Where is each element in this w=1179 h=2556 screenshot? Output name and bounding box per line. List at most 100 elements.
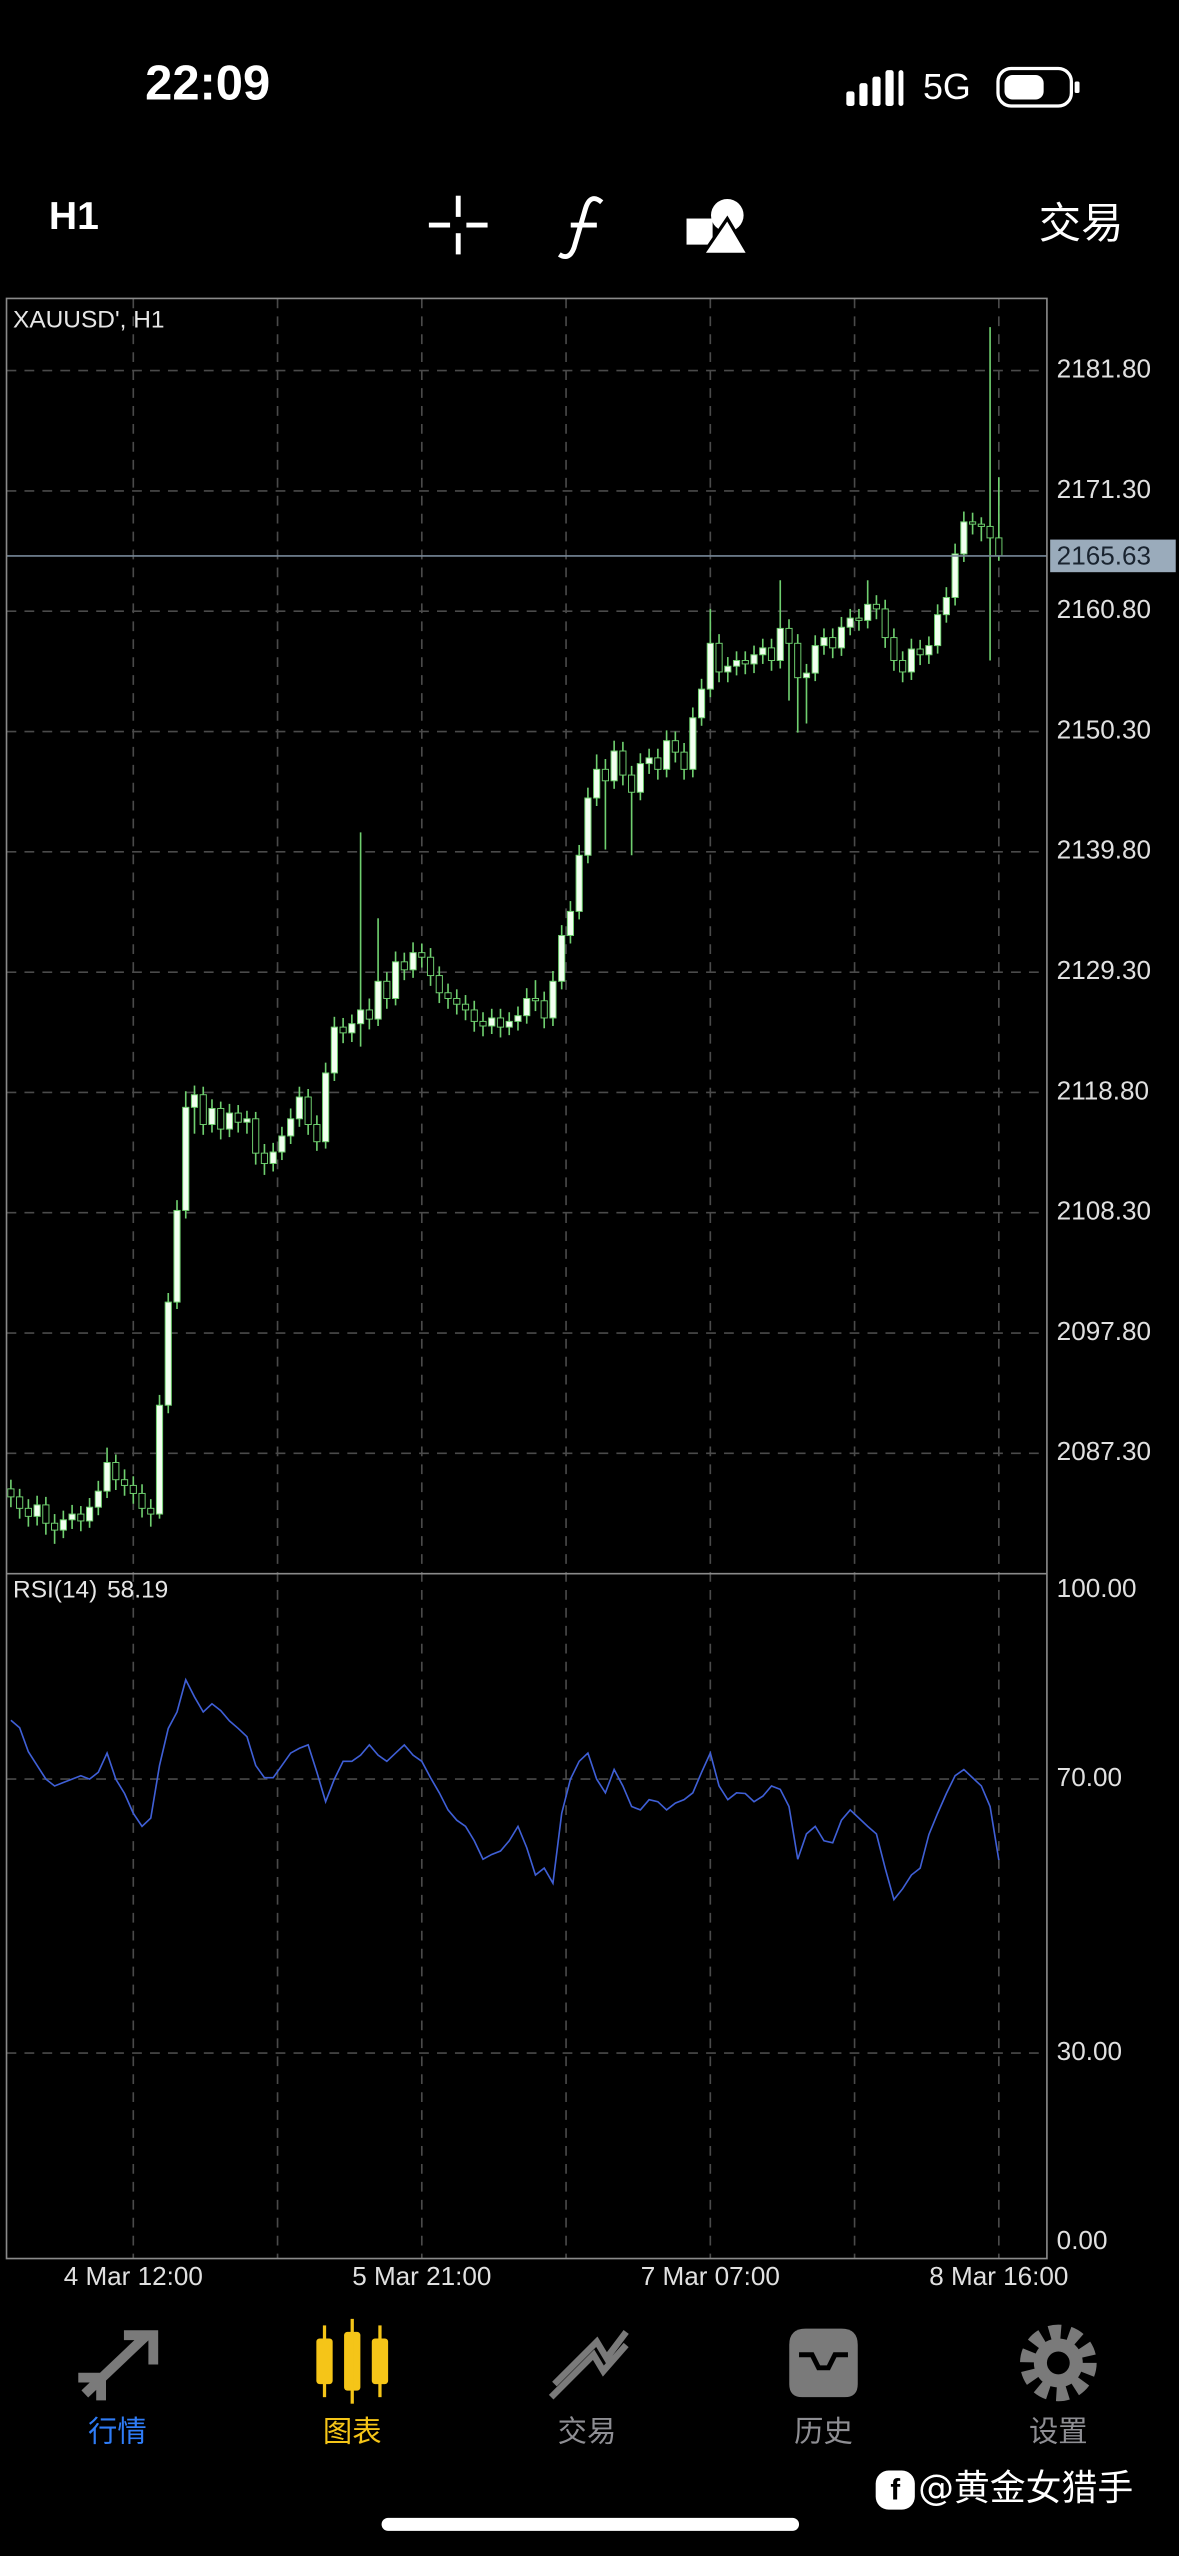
trade-button[interactable]: 交易: [1039, 199, 1124, 248]
candle-body: [750, 654, 758, 665]
candle-body: [243, 1118, 251, 1123]
nav-trade[interactable]: 交易: [548, 2329, 629, 2449]
candle-body: [706, 642, 714, 690]
crosshair-button[interactable]: [428, 195, 488, 255]
indicator-label: RSI(14) 58.19: [13, 1577, 168, 1604]
y-tick-label: 2150.30: [1057, 714, 1151, 744]
candle-body: [409, 952, 417, 971]
candle-body: [505, 1020, 513, 1028]
y-tick-label: 0.00: [1057, 2225, 1108, 2255]
candle-body: [977, 523, 985, 527]
candle-body: [24, 1507, 32, 1517]
nav-label[interactable]: 图表: [323, 2415, 382, 2449]
candle-body: [190, 1094, 199, 1108]
candle-body: [208, 1107, 216, 1126]
candle-body: [374, 980, 382, 1020]
candle-body: [566, 910, 575, 936]
y-tick-label: 2118.80: [1057, 1075, 1149, 1105]
candle-body: [794, 642, 802, 679]
candle-body: [846, 617, 854, 628]
nav-label[interactable]: 历史: [794, 2415, 853, 2449]
candle-body: [383, 980, 391, 999]
candle-body: [934, 614, 942, 647]
candle-body: [820, 637, 828, 647]
candle-body: [173, 1209, 181, 1303]
candle-body: [645, 757, 653, 765]
candle-body: [182, 1106, 190, 1211]
candle-body: [435, 975, 443, 994]
candle-body: [601, 768, 609, 782]
candle-body: [689, 717, 697, 770]
candle-body: [217, 1107, 225, 1130]
candle-body: [864, 603, 872, 621]
candle-body: [514, 1015, 522, 1022]
candle-body: [103, 1462, 111, 1492]
nav-chart[interactable]: 图表: [316, 2318, 389, 2449]
nav-label[interactable]: 设置: [1029, 2415, 1088, 2449]
candle-body: [313, 1124, 321, 1143]
candle-body: [951, 553, 959, 598]
watermark: f @黄金女猎手: [875, 2468, 1133, 2510]
candle-body: [881, 608, 889, 639]
candle-body: [269, 1151, 277, 1164]
candle-body: [593, 768, 601, 799]
signal-icon: [846, 70, 904, 107]
candle-body: [339, 1026, 347, 1034]
timeframe-button[interactable]: H1: [49, 195, 99, 238]
candle-body: [986, 525, 994, 539]
current-price-label: 2165.63: [1057, 540, 1151, 570]
candle-body: [732, 660, 741, 667]
candle-body: [479, 1020, 487, 1027]
candle-body: [234, 1112, 242, 1123]
nav-quotes[interactable]: 行情: [78, 2330, 159, 2449]
candle-body: [890, 637, 898, 661]
candle-body: [942, 596, 950, 616]
nav-label[interactable]: 交易: [558, 2415, 617, 2449]
candle-body: [776, 627, 784, 661]
chart-frame: [5, 297, 1048, 2260]
candle-body: [147, 1507, 155, 1515]
y-tick-label: 30.00: [1057, 2036, 1122, 2066]
candle-body: [418, 952, 426, 958]
y-tick-label: 2108.30: [1057, 1196, 1151, 1226]
candle-body: [357, 1009, 365, 1025]
x-tick-label: 8 Mar 16:00: [929, 2261, 1068, 2291]
candle-body: [680, 751, 688, 770]
y-tick-label: 2087.30: [1057, 1436, 1151, 1466]
candle-body: [960, 521, 968, 555]
nav-history[interactable]: 历史: [789, 2328, 858, 2449]
candle-body: [129, 1484, 137, 1494]
candle-body: [837, 626, 846, 649]
candle-body: [365, 1009, 373, 1020]
candle-body: [461, 1003, 470, 1011]
candle-body: [549, 980, 557, 1019]
candle-body: [995, 537, 1003, 557]
candle-body: [155, 1404, 164, 1515]
nav-settings[interactable]: 设置: [1020, 2324, 1097, 2449]
candle-body: [199, 1094, 207, 1126]
indicator-name: RSI(14): [13, 1577, 97, 1604]
candle-body: [619, 750, 627, 776]
candle-body: [907, 648, 915, 673]
indicators-button[interactable]: [557, 196, 604, 259]
candle-body: [531, 997, 540, 1002]
candle-body: [925, 645, 933, 656]
candle-body: [671, 740, 679, 753]
candle-body: [872, 603, 881, 610]
candle-body: [636, 763, 644, 793]
candle-body: [138, 1492, 146, 1509]
x-tick-label: 4 Mar 12:00: [64, 2261, 203, 2291]
chart-area[interactable]: 2181.80 2171.30 2160.80 2150.30 2139.80 2129.…: [6, 298, 1176, 2291]
candle-body: [444, 992, 452, 999]
candle-body: [348, 1023, 356, 1034]
y-tick-label: 2129.30: [1057, 955, 1151, 985]
candle-body: [391, 961, 400, 999]
nav-label[interactable]: 行情: [88, 2415, 147, 2449]
candle-body: [42, 1504, 50, 1524]
candle-body: [540, 1000, 548, 1019]
x-tick-label: 5 Mar 21:00: [352, 2261, 491, 2291]
objects-button[interactable]: [686, 198, 752, 257]
